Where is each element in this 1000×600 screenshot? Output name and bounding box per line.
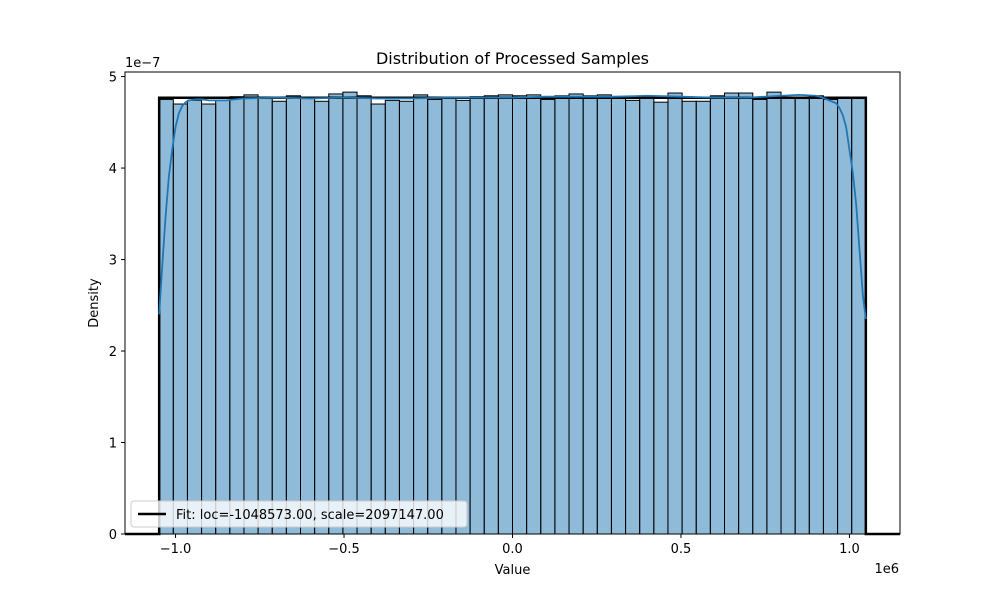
y-tick-label: 0	[109, 528, 117, 543]
histogram-bar	[300, 98, 316, 535]
y-tick-label: 5	[109, 71, 117, 86]
y-tick-label: 2	[109, 345, 117, 360]
histogram-bar	[639, 96, 655, 535]
histogram-bar	[526, 94, 542, 535]
x-tick-label: 1.0	[839, 542, 860, 557]
histogram-bar	[766, 91, 782, 535]
histogram-bar	[582, 95, 598, 535]
legend: Fit: loc=-1048573.00, scale=2097147.00	[130, 500, 468, 528]
histogram-bar	[342, 91, 358, 535]
y-axis-label: Density	[87, 278, 102, 328]
histogram-bar	[455, 99, 471, 535]
histogram-bar	[808, 95, 824, 535]
chart-title: Distribution of Processed Samples	[376, 49, 649, 68]
histogram-bar	[512, 95, 528, 535]
histogram-bar	[413, 94, 429, 535]
histogram-bar	[257, 98, 273, 535]
histogram-bar	[427, 98, 443, 535]
histogram-bar	[271, 100, 287, 535]
kde-curve	[158, 93, 867, 320]
x-tick-label: −0.5	[328, 542, 360, 557]
histogram-bar	[370, 103, 386, 535]
histogram-bar	[314, 100, 330, 535]
histogram-bars	[158, 91, 867, 535]
histogram-bar	[738, 92, 754, 535]
x-tick-label: 0.0	[502, 542, 523, 557]
histogram-bar	[709, 95, 725, 535]
histogram-bar	[837, 97, 853, 535]
x-tick-label: −1.0	[160, 542, 192, 557]
x-axis-ticks: −1.0 −0.5 0.0 0.5 1.0	[160, 534, 860, 557]
histogram-bar	[596, 94, 612, 535]
histogram-bar	[794, 98, 810, 535]
legend-box	[130, 500, 468, 528]
histogram-bar	[356, 95, 372, 535]
histogram-bar	[610, 97, 627, 535]
histogram-bar	[681, 100, 697, 535]
histogram-bar	[186, 99, 203, 535]
histogram-bar	[653, 101, 669, 535]
kde-polyline	[158, 93, 867, 320]
histogram-bar	[328, 93, 344, 535]
histogram-bar	[229, 96, 245, 535]
y-tick-label: 4	[109, 162, 117, 177]
x-tick-label: 0.5	[671, 542, 692, 557]
histogram-bar	[469, 96, 485, 535]
histogram-bar	[568, 93, 584, 535]
histogram-bar	[554, 95, 570, 535]
x-axis-offset-label: 1e6	[874, 562, 899, 577]
histogram-bar	[540, 98, 556, 535]
legend-fit-label: Fit: loc=-1048573.00, scale=2097147.00	[176, 508, 444, 523]
histogram-bar	[243, 94, 259, 535]
y-axis-ticks: 0 1 2 3 4 5	[109, 71, 125, 543]
y-tick-label: 1	[109, 437, 117, 452]
histogram-bar	[667, 92, 683, 535]
histogram-bar	[497, 94, 514, 535]
histogram-bar	[723, 92, 740, 535]
histogram-bar	[625, 99, 641, 535]
histogram-bar	[215, 99, 231, 535]
histogram-bar	[780, 97, 796, 535]
histogram-bar	[483, 95, 499, 535]
y-tick-label: 3	[109, 254, 117, 269]
histogram-bar	[822, 98, 839, 535]
histogram-bar	[201, 103, 217, 535]
x-axis-label: Value	[495, 563, 531, 578]
y-axis-offset-label: 1e−7	[125, 56, 160, 71]
histogram-bar	[398, 100, 415, 535]
histogram-bar	[172, 103, 188, 535]
histogram-bar	[384, 99, 400, 535]
histogram-bar	[695, 100, 711, 535]
histogram-bar	[285, 95, 302, 535]
histogram-bar	[851, 98, 867, 535]
histogram-bar	[441, 97, 457, 535]
histogram-bar	[752, 98, 768, 535]
